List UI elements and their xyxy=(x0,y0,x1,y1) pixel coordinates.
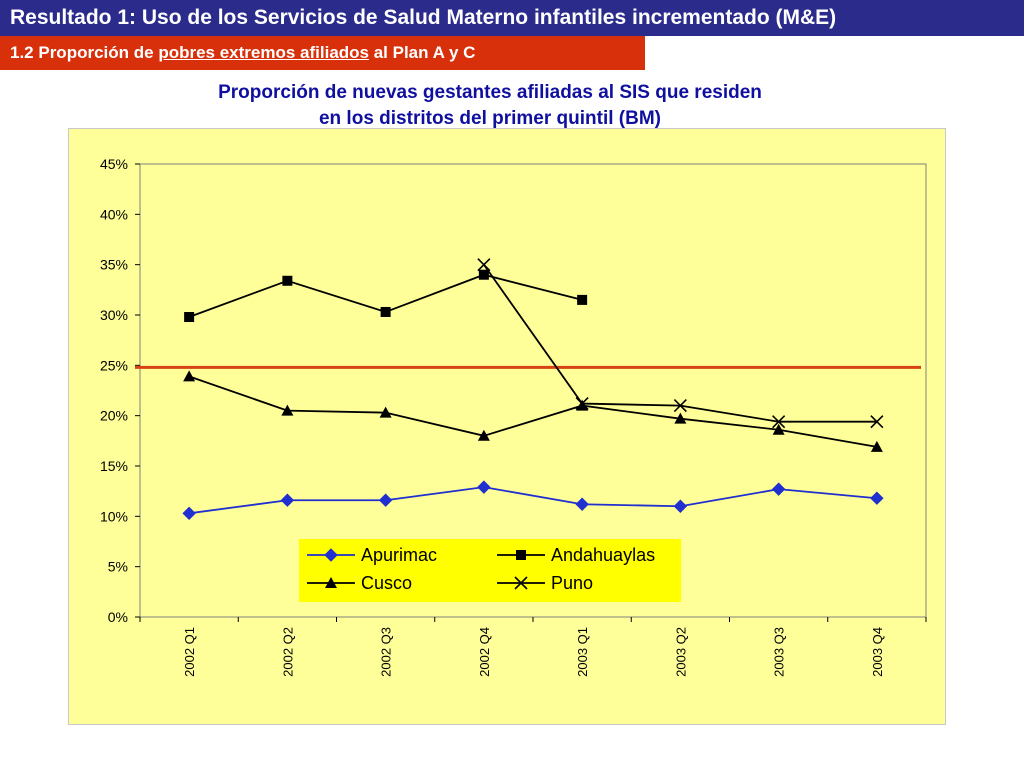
x-tick-label: 2003 Q4 xyxy=(870,627,885,677)
data-point-cusco xyxy=(281,404,294,416)
data-point-cusco xyxy=(576,399,589,411)
x-tick-label: 2002 Q1 xyxy=(182,627,197,677)
data-point-andahuaylas xyxy=(380,306,391,317)
data-point-puno xyxy=(477,258,491,272)
line-chart: 0% 5% 10% 15% 20% 25% 30% 35% 40% 45% 2002 Q1 2002 … xyxy=(100,156,927,677)
data-point-puno xyxy=(772,415,786,429)
y-tick-label: 15% xyxy=(100,458,128,474)
data-point-apurimac xyxy=(771,482,786,496)
data-point-apurimac xyxy=(477,480,491,494)
data-point-apurimac xyxy=(182,506,196,521)
subtitle-underlined: pobres extremos afiliados xyxy=(158,43,369,62)
data-point-puno xyxy=(870,415,884,429)
data-point-cusco xyxy=(772,423,785,435)
data-point-andahuaylas xyxy=(282,275,293,286)
legend-label-apurimac: Apurimac xyxy=(361,545,437,565)
legend-marker-puno xyxy=(514,576,528,590)
y-tick-label: 40% xyxy=(100,206,128,222)
chart-area: 0% 5% 10% 15% 20% 25% 30% 35% 40% 45% 2002 Q1 2002 … xyxy=(68,128,946,725)
legend-marker-andahuaylas xyxy=(516,550,526,560)
y-tick-label: 20% xyxy=(100,408,128,424)
y-tick-label: 5% xyxy=(108,559,128,575)
data-point-cusco xyxy=(379,406,392,418)
y-tick-label: 25% xyxy=(100,357,128,373)
data-point-cusco xyxy=(674,412,687,424)
y-tick-label: 45% xyxy=(100,156,128,172)
y-tick-label: 0% xyxy=(108,609,128,625)
data-point-andahuaylas xyxy=(478,269,489,280)
legend-box xyxy=(299,539,681,602)
x-tick-label: 2003 Q2 xyxy=(673,627,688,677)
data-point-apurimac xyxy=(870,491,884,505)
y-tick-label: 30% xyxy=(100,307,128,323)
subtitle-suffix: al Plan A y C xyxy=(369,43,476,62)
legend-marker-apurimac xyxy=(324,548,338,562)
x-tick-label: 2002 Q3 xyxy=(379,627,394,677)
slide-title: Resultado 1: Uso de los Servicios de Sal… xyxy=(0,0,1024,36)
data-point-apurimac xyxy=(280,493,295,507)
x-tick-label: 2003 Q1 xyxy=(575,627,590,677)
data-point-puno xyxy=(575,397,589,411)
legend-label-cusco: Cusco xyxy=(361,573,412,593)
slide-subtitle: 1.2 Proporción de pobres extremos afilia… xyxy=(0,36,645,70)
data-point-cusco xyxy=(477,429,490,441)
subtitle-prefix: 1.2 Proporción de xyxy=(10,43,159,62)
data-point-andahuaylas xyxy=(184,312,195,323)
x-tick-label: 2003 Q3 xyxy=(772,627,787,677)
legend-marker-cusco xyxy=(325,577,337,588)
data-point-cusco xyxy=(183,370,196,382)
x-tick-label: 2002 Q4 xyxy=(477,627,492,677)
legend-label-puno: Puno xyxy=(551,573,593,593)
x-tick-label: 2002 Q2 xyxy=(280,627,295,677)
data-point-puno xyxy=(673,399,687,413)
chart-heading-line-2: en los distritos del primer quintil (BM) xyxy=(318,108,662,129)
data-point-cusco xyxy=(870,440,883,452)
y-tick-label: 35% xyxy=(100,257,128,273)
chart-heading-line-1: Proporción de nuevas gestantes afiliadas… xyxy=(218,82,762,103)
legend-label-andahuaylas: Andahuaylas xyxy=(551,545,655,565)
data-point-apurimac xyxy=(575,497,589,511)
series-line-cusco xyxy=(188,375,878,448)
series-line-apurimac xyxy=(189,486,877,515)
data-point-apurimac xyxy=(673,499,688,513)
y-tick-label: 10% xyxy=(100,508,128,524)
chart-heading: Proporción de nuevas gestantes afiliadas… xyxy=(160,80,820,132)
data-point-andahuaylas xyxy=(577,294,588,305)
data-point-apurimac xyxy=(378,493,393,507)
series-line-puno xyxy=(483,264,877,423)
